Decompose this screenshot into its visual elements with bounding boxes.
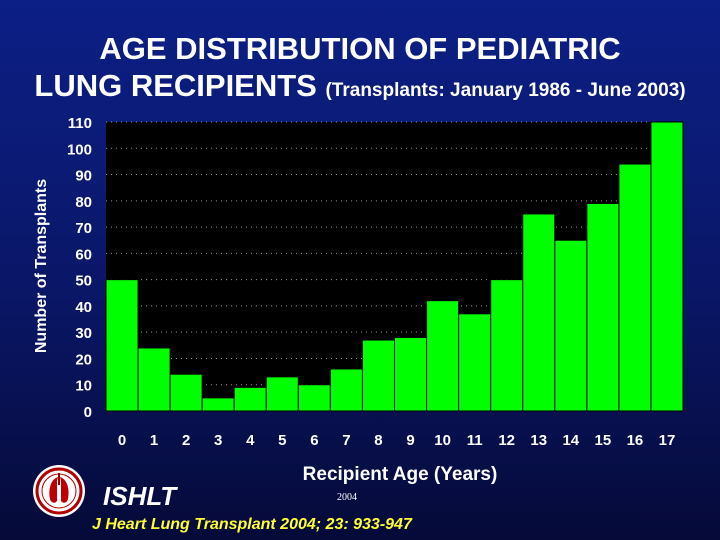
y-tick-label: 20 (75, 351, 92, 368)
bar-age-1 (137, 347, 171, 412)
bar-age-17 (650, 121, 684, 412)
bar-age-9 (394, 336, 428, 412)
x-tick-label: 1 (150, 432, 158, 449)
bar-age-2 (169, 373, 203, 412)
y-axis-label: Number of Transplants (33, 179, 50, 353)
bars (105, 121, 684, 412)
y-tick-label: 100 (67, 141, 92, 158)
bar-age-5 (265, 376, 299, 412)
bar-age-11 (458, 313, 492, 412)
bar-age-15 (586, 202, 620, 412)
chart-title-main: LUNG RECIPIENTS (34, 68, 317, 103)
org-name: ISHLT (103, 481, 177, 511)
x-tick-label: 2 (182, 432, 190, 449)
y-tick-label: 90 (75, 168, 92, 185)
citation: J Heart Lung Transplant 2004; 23: 933-94… (92, 516, 412, 533)
x-tick-label: 7 (342, 432, 350, 449)
x-tick-label: 15 (595, 432, 612, 449)
bar-age-16 (618, 163, 652, 412)
x-axis-label: Recipient Age (Years) (302, 464, 498, 485)
y-tick-label: 70 (75, 220, 92, 237)
bar-age-14 (554, 239, 588, 412)
y-tick-label: 110 (68, 115, 92, 132)
x-axis-ticks: 0 1 2 3 4 5 6 7 8 9 10 11 12 13 14 15 16 17 (118, 432, 675, 449)
bar-age-0 (105, 279, 139, 412)
bar-age-13 (522, 213, 556, 412)
chart-title-line2: LUNG RECIPIENTS (Transplants: January 19… (0, 70, 720, 101)
x-tick-label: 0 (118, 432, 126, 449)
x-tick-label: 4 (246, 432, 255, 449)
x-tick-label: 6 (310, 432, 318, 449)
ishlt-logo (33, 465, 85, 517)
y-tick-label: 0 (84, 404, 92, 421)
y-tick-label: 30 (75, 325, 92, 342)
x-tick-label: 9 (406, 432, 414, 449)
x-tick-label: 3 (214, 432, 222, 449)
bar-age-6 (297, 384, 331, 412)
x-tick-label: 17 (659, 432, 676, 449)
chart-title-line1: AGE DISTRIBUTION OF PEDIATRIC (99, 31, 621, 66)
x-tick-label: 10 (434, 432, 451, 449)
x-tick-label: 16 (627, 432, 644, 449)
x-tick-label: 13 (530, 432, 547, 449)
x-tick-label: 12 (498, 432, 515, 449)
x-tick-label: 8 (374, 432, 382, 449)
bar-age-3 (201, 397, 235, 412)
y-tick-label: 40 (75, 299, 92, 316)
bar-age-12 (490, 279, 524, 412)
bar-age-8 (361, 339, 396, 412)
y-tick-label: 60 (75, 246, 92, 263)
x-tick-label: 14 (562, 432, 579, 449)
y-tick-label: 50 (75, 273, 92, 290)
x-tick-label: 5 (278, 432, 286, 449)
y-axis-ticks: 0 10 20 30 40 50 60 70 80 90 100 110 (67, 115, 92, 421)
y-tick-label: 10 (75, 378, 92, 395)
publication-year: 2004 (337, 492, 357, 503)
bar-age-7 (329, 368, 363, 412)
bar-age-4 (233, 386, 267, 412)
y-tick-label: 80 (75, 194, 92, 211)
x-tick-label: 11 (467, 432, 483, 449)
bar-age-10 (426, 300, 460, 412)
chart-title-subtitle: (Transplants: January 1986 - June 2003) (325, 80, 686, 101)
